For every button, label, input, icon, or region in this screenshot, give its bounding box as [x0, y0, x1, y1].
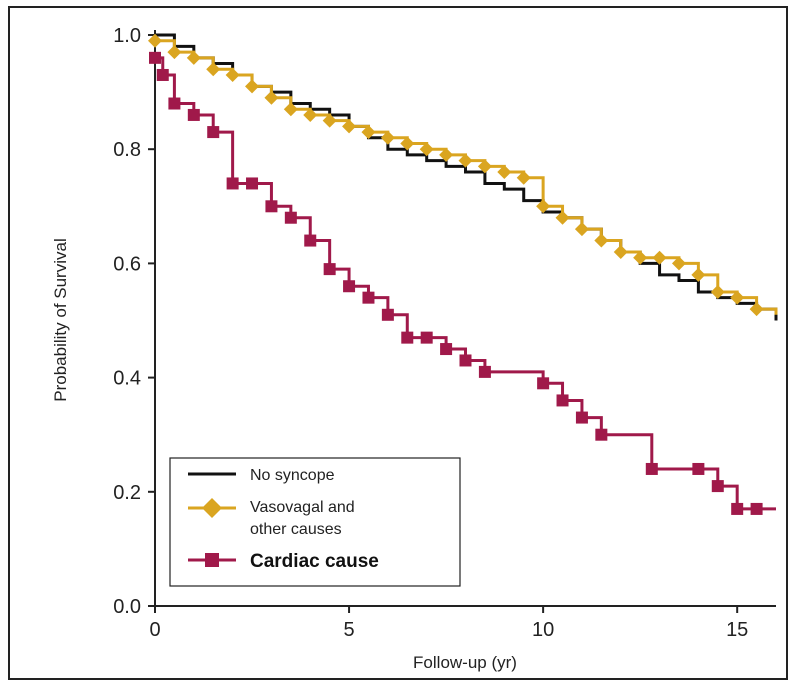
data-point-cardiac-cause	[711, 480, 724, 493]
data-point-cardiac-cause	[284, 211, 297, 224]
data-point-vasovagal-and-other-causes	[749, 302, 764, 317]
data-point-cardiac-cause	[692, 462, 705, 475]
data-point-cardiac-cause	[246, 177, 259, 190]
data-point-vasovagal-and-other-causes	[322, 113, 337, 128]
data-point-vasovagal-and-other-causes	[264, 90, 279, 105]
y-tick-label: 1.0	[113, 25, 141, 47]
y-tick-label: 0.8	[113, 139, 141, 161]
y-ticks: 0.0 0.2 0.4 0.6 0.8 1.0	[113, 25, 155, 618]
data-point-cardiac-cause	[323, 263, 336, 276]
data-point-cardiac-cause	[168, 97, 181, 110]
y-tick-label: 0.2	[113, 482, 141, 504]
legend-label-vasovagal-line1: Vasovagal and	[250, 499, 355, 516]
y-tick-label: 0.6	[113, 253, 141, 275]
data-point-vasovagal-and-other-causes	[245, 79, 260, 94]
data-point-vasovagal-and-other-causes	[225, 67, 240, 82]
data-point-vasovagal-and-other-causes	[671, 256, 686, 271]
data-point-vasovagal-and-other-causes	[419, 142, 434, 157]
data-point-cardiac-cause	[156, 68, 169, 81]
data-point-cardiac-cause	[149, 51, 161, 64]
series-layer	[148, 33, 778, 515]
chart-frame	[8, 6, 788, 680]
data-point-vasovagal-and-other-causes	[439, 147, 454, 162]
x-tick-label: 0	[149, 619, 160, 641]
data-point-vasovagal-and-other-causes	[691, 267, 706, 282]
legend-diamond-marker	[202, 498, 222, 518]
data-point-vasovagal-and-other-causes	[477, 159, 492, 174]
data-point-cardiac-cause	[226, 177, 239, 190]
data-point-cardiac-cause	[575, 411, 588, 424]
data-point-vasovagal-and-other-causes	[361, 125, 376, 140]
legend-square-marker	[205, 553, 219, 567]
data-point-cardiac-cause	[420, 331, 433, 344]
y-tick-label: 0.0	[113, 596, 141, 618]
data-point-vasovagal-and-other-causes	[555, 210, 570, 225]
data-point-cardiac-cause	[537, 377, 550, 390]
x-ticks: 0 5 10 15	[149, 606, 748, 641]
data-point-vasovagal-and-other-causes	[283, 102, 298, 117]
data-point-cardiac-cause	[304, 234, 317, 247]
data-point-vasovagal-and-other-causes	[206, 62, 221, 77]
x-tick-label: 5	[344, 619, 355, 641]
data-point-cardiac-cause	[265, 200, 278, 213]
data-point-vasovagal-and-other-causes	[613, 244, 628, 259]
data-point-cardiac-cause	[207, 126, 220, 139]
x-tick-label: 10	[532, 619, 554, 641]
legend-label-no-syncope: No syncope	[250, 467, 335, 484]
data-point-vasovagal-and-other-causes	[380, 130, 395, 145]
data-point-vasovagal-and-other-causes	[148, 33, 162, 48]
x-tick-label: 15	[726, 619, 748, 641]
data-point-cardiac-cause	[750, 502, 763, 515]
data-point-vasovagal-and-other-causes	[186, 50, 201, 65]
data-point-cardiac-cause	[343, 280, 356, 293]
data-point-vasovagal-and-other-causes	[516, 170, 531, 185]
data-point-cardiac-cause	[401, 331, 414, 344]
data-point-vasovagal-and-other-causes	[342, 119, 357, 134]
data-point-vasovagal-and-other-causes	[303, 107, 318, 122]
data-point-vasovagal-and-other-causes	[652, 250, 667, 265]
data-point-vasovagal-and-other-causes	[574, 222, 589, 237]
data-point-cardiac-cause	[478, 365, 491, 378]
x-axis-title: Follow-up (yr)	[413, 653, 517, 672]
data-point-cardiac-cause	[731, 502, 744, 515]
data-point-vasovagal-and-other-causes	[536, 199, 551, 214]
data-point-vasovagal-and-other-causes	[497, 165, 512, 180]
data-point-vasovagal-and-other-causes	[730, 290, 745, 305]
data-point-vasovagal-and-other-causes	[710, 284, 725, 299]
legend-label-vasovagal-line2: other causes	[250, 521, 342, 538]
data-point-cardiac-cause	[645, 462, 658, 475]
legend-label-cardiac: Cardiac cause	[250, 551, 379, 572]
data-point-vasovagal-and-other-causes	[400, 136, 415, 151]
data-point-vasovagal-and-other-causes	[594, 233, 609, 248]
data-point-cardiac-cause	[362, 291, 375, 304]
data-point-cardiac-cause	[556, 394, 569, 407]
series-line-cardiac-cause	[155, 56, 776, 511]
data-point-cardiac-cause	[459, 354, 472, 367]
y-axis-title: Probability of Survival	[51, 238, 70, 401]
data-point-cardiac-cause	[595, 428, 608, 441]
data-point-vasovagal-and-other-causes	[633, 250, 648, 265]
data-point-cardiac-cause	[187, 108, 200, 121]
axes	[154, 30, 776, 607]
y-tick-label: 0.4	[113, 368, 141, 390]
legend: No syncope Vasovagal and other causes Ca…	[169, 457, 461, 587]
data-point-cardiac-cause	[440, 343, 453, 356]
data-point-vasovagal-and-other-causes	[167, 45, 182, 60]
data-point-cardiac-cause	[381, 308, 394, 321]
data-point-vasovagal-and-other-causes	[458, 153, 473, 168]
